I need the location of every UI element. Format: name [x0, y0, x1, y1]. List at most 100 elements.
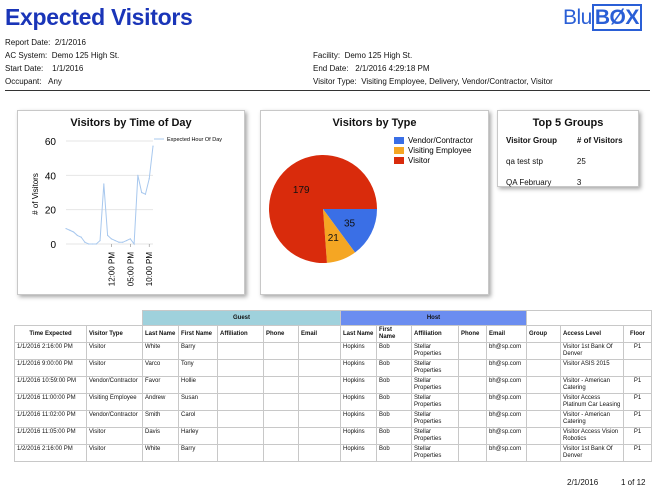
column-header: Time Expected: [14, 325, 87, 343]
table-cell: White: [142, 342, 179, 360]
table-cell: Hopkins: [340, 444, 377, 462]
table-cell: Hopkins: [340, 359, 377, 377]
table-cell: [526, 427, 561, 445]
table-cell: White: [142, 444, 179, 462]
table-cell: Stellar Properties: [411, 393, 459, 411]
table-cell: [458, 359, 487, 377]
table-cell: [526, 376, 561, 394]
line-chart-panel: Visitors by Time of Day 0 20 40 60 12:00 PM…: [17, 110, 245, 295]
facility-value: Demo 125 High St.: [344, 51, 413, 60]
top-groups-col-count: # of Visitors: [576, 136, 623, 145]
occupant-row: Occupant: Any: [5, 77, 62, 86]
table-row: qa test stp 25: [506, 157, 586, 166]
pie-slice: [323, 209, 356, 263]
table-cell: [458, 427, 487, 445]
table-group-header-row: Guest Host: [15, 310, 652, 326]
table-row: 1/1/2016 9:00:00 PM Visitor Varco Tony Hopki…: [14, 359, 652, 377]
table-cell: bh@sp.com: [486, 444, 527, 462]
page-title: Expected Visitors: [5, 4, 193, 30]
ac-system-value: Demo 125 High St.: [51, 51, 120, 60]
table-cell: Hopkins: [340, 427, 377, 445]
y-tick-label: 60: [45, 137, 57, 148]
table-cell: [298, 427, 341, 445]
legend-swatch: [394, 137, 404, 144]
legend-swatch: [394, 147, 404, 154]
table-cell: Bob: [376, 376, 412, 394]
legend-label: Visitor: [408, 156, 430, 165]
table-cell: bh@sp.com: [486, 359, 527, 377]
table-cell: [458, 342, 487, 360]
table-row: 1/1/2016 11:02:00 PM Vendor/Contractor Smi…: [14, 410, 652, 428]
column-header: First Name: [376, 325, 412, 343]
table-cell: Bob: [376, 342, 412, 360]
table-cell: [263, 359, 299, 377]
occupant-value: Any: [48, 77, 62, 86]
x-tick-label: 10:00 PM: [145, 252, 154, 287]
table-cell: 1/1/2016 11:02:00 PM: [14, 410, 87, 428]
table-cell: [263, 393, 299, 411]
table-row: 1/1/2016 11:00:00 PM Visiting Employee And…: [14, 393, 652, 411]
table-cell: [298, 444, 341, 462]
table-cell: [217, 359, 264, 377]
top-groups-table: Visitor Group # of Visitors qa test stp 2…: [504, 133, 639, 196]
table-cell: Hopkins: [340, 393, 377, 411]
table-cell: [623, 359, 652, 377]
table-cell: Harley: [178, 427, 218, 445]
line-chart-grid: [66, 140, 153, 245]
column-header: Last Name: [340, 325, 377, 343]
table-cell: [217, 444, 264, 462]
table-cell: [526, 393, 561, 411]
footer-date: 2/1/2016: [567, 478, 599, 487]
table-cell: Stellar Properties: [411, 376, 459, 394]
table-cell: P1: [623, 393, 652, 411]
visitors-table: Guest Host Time Expected Visitor Type Last…: [14, 310, 652, 462]
table-cell: Carol: [178, 410, 218, 428]
table-cell: Visitor Access Platinum Car Leasing: [560, 393, 624, 411]
table-cell: Bob: [376, 427, 412, 445]
end-date-row: End Date: 2/1/2016 4:29:18 PM: [313, 64, 430, 73]
pie-data-label: 35: [344, 218, 356, 229]
line-series-expected-hour: [65, 146, 154, 246]
table-row: QA February 3: [506, 178, 582, 187]
table-cell: Visitor: [86, 359, 143, 377]
table-cell: Barry: [178, 444, 218, 462]
table-cell: Stellar Properties: [411, 359, 459, 377]
table-cell: Hopkins: [340, 376, 377, 394]
table-cell: Visitor: [86, 342, 143, 360]
table-cell: [526, 359, 561, 377]
top-groups-panel: Top 5 Groups Visitor Group # of Visitors…: [497, 110, 639, 187]
table-cell: bh@sp.com: [486, 342, 527, 360]
y-tick-label: 20: [45, 206, 57, 217]
table-cell: bh@sp.com: [486, 410, 527, 428]
table-cell: [217, 393, 264, 411]
table-cell: Varco: [142, 359, 179, 377]
guest-group-header: Guest: [142, 310, 341, 326]
table-cell: Hopkins: [340, 410, 377, 428]
top-groups-title: Top 5 Groups: [532, 117, 604, 129]
table-cell: Stellar Properties: [411, 427, 459, 445]
line-chart: 0 20 40 60 12:00 PM 05:00 PM 10:00 PM # of Vi…: [31, 137, 222, 287]
pie-chart-title: Visitors by Type: [332, 117, 417, 129]
table-cell: Visitor Access Vision Robotics: [560, 427, 624, 445]
table-cell: [298, 410, 341, 428]
table-cell: [526, 444, 561, 462]
table-cell: [263, 444, 299, 462]
report-date-value: 2/1/2016: [54, 38, 86, 47]
table-cell: Bob: [376, 359, 412, 377]
visitor-type-row: Visitor Type: Visiting Employee, Deliver…: [313, 77, 553, 86]
table-cell: [458, 393, 487, 411]
table-cell: 1/1/2016 9:00:00 PM: [14, 359, 87, 377]
table-row: 1/2/2016 2:16:00 PM Visitor White Barry Hopk…: [14, 444, 652, 462]
pie-data-labels: 35 21 179: [293, 185, 356, 244]
table-cell: [298, 359, 341, 377]
table-cell: [298, 376, 341, 394]
bluebox-logo: Blu BØX: [563, 4, 642, 31]
table-cell: Vendor/Contractor: [86, 410, 143, 428]
table-cell: [526, 410, 561, 428]
table-row: 1/1/2016 2:16:00 PM Visitor White Barry Hopk…: [14, 342, 652, 360]
line-chart-points: [65, 145, 154, 245]
logo-box: BØX: [591, 4, 642, 31]
column-header: Affiliation: [217, 325, 264, 343]
table-cell: [526, 342, 561, 360]
